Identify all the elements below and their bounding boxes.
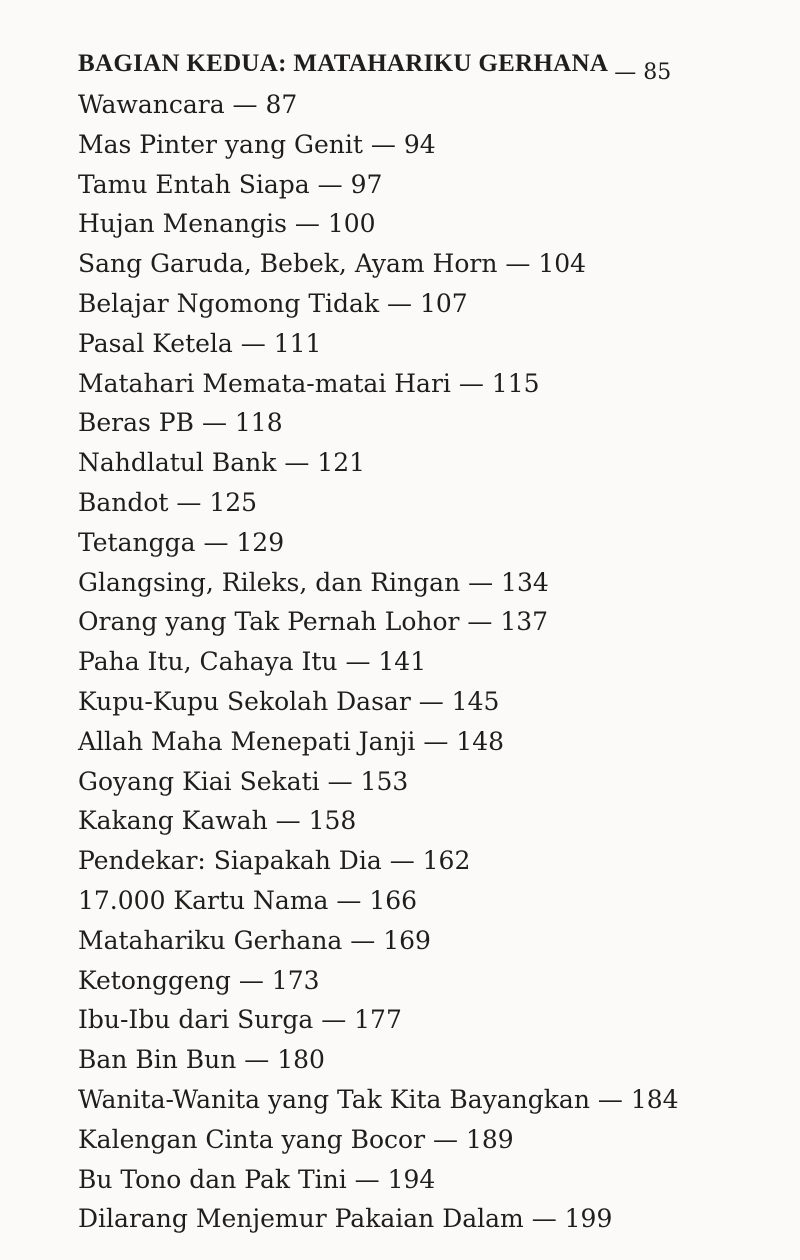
toc-entry: Matahari Memata-matai Hari — 115	[78, 368, 540, 398]
section-heading: BAGIAN KEDUA: MATAHARIKU GERHANA — 85	[78, 50, 671, 85]
toc-entry: Matahariku Gerhana — 169	[78, 925, 431, 955]
toc-entry: Kakang Kawah — 158	[78, 806, 357, 836]
toc-entry: Kupu-Kupu Sekolah Dasar — 145	[78, 687, 500, 716]
toc-entry: Bandot — 125	[78, 488, 258, 517]
toc-entry: Ibu-Ibu dari Surga — 177	[78, 1005, 402, 1035]
toc-entry: Goyang Kiai Sekati — 153	[78, 766, 409, 796]
toc-entry: Ketonggeng — 173	[78, 965, 320, 995]
toc-entry: Dilarang Menjemur Pakaian Dalam — 199	[78, 1204, 613, 1234]
toc-entry: Bu Tono dan Pak Tini — 194	[78, 1164, 436, 1194]
toc-entry: Sang Garuda, Bebek, Ayam Horn — 104	[78, 249, 587, 279]
toc-entry: 17.000 Kartu Nama — 166	[78, 886, 418, 915]
toc-entry: Pendekar: Siapakah Dia — 162	[78, 846, 471, 876]
toc-entry: Kalengan Cinta yang Bocor — 189	[78, 1124, 514, 1154]
section-title: BAGIAN KEDUA: MATAHARIKU GERHANA	[78, 50, 609, 77]
toc-entry: Glangsing, Rileks, dan Ringan — 134	[78, 567, 549, 597]
toc-entry: Paha Itu, Cahaya Itu — 141	[78, 647, 427, 677]
toc-entry: Nahdlatul Bank — 121	[78, 448, 366, 478]
toc-entry: Wanita-Wanita yang Tak Kita Bayangkan — …	[78, 1085, 679, 1114]
toc-entry: Hujan Menangis — 100	[78, 209, 376, 239]
toc-entry: Allah Maha Menepati Janji — 148	[78, 726, 505, 756]
toc-entry: Mas Pinter yang Genit — 94	[78, 129, 436, 159]
toc-entry: Beras PB — 118	[78, 408, 283, 438]
toc-entry: Orang yang Tak Pernah Lohor — 137	[78, 607, 549, 637]
toc-entry: Wawancara — 87	[78, 90, 298, 119]
toc-entry: Tamu Entah Siapa — 97	[78, 169, 383, 199]
toc-entry: Belajar Ngomong Tidak — 107	[78, 289, 468, 318]
toc-entry: Pasal Ketela — 111	[78, 328, 322, 358]
toc-entry: Ban Bin Bun — 180	[78, 1045, 325, 1075]
section-page: — 85	[614, 60, 672, 85]
toc-entry: Tetangga — 129	[78, 527, 285, 557]
